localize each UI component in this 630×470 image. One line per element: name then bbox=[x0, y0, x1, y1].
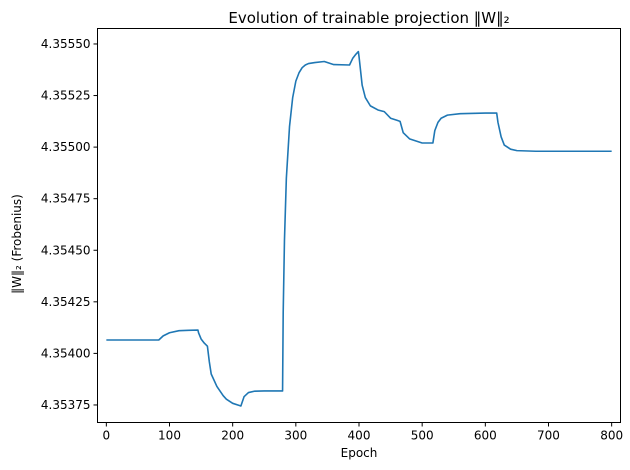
y-axis-label: ‖W‖₂ (Frobenius) bbox=[10, 194, 24, 294]
x-tick-label: 200 bbox=[221, 429, 244, 443]
y-axis-ticks: 4.35375 4.35400 4.35425 4.35450 4.35475 4.355… bbox=[41, 37, 98, 412]
x-tick-label: 500 bbox=[411, 429, 434, 443]
chart-title: Evolution of trainable projection ‖W‖₂ bbox=[228, 9, 509, 27]
y-tick-label: 4.35500 bbox=[41, 140, 91, 154]
y-tick-label: 4.35425 bbox=[41, 295, 91, 309]
series-line bbox=[106, 50, 612, 407]
y-tick-label: 4.35400 bbox=[41, 346, 91, 360]
plot-area bbox=[106, 50, 612, 407]
x-tick-label: 100 bbox=[158, 429, 181, 443]
y-tick-label: 4.35450 bbox=[41, 243, 91, 257]
plot-frame bbox=[97, 28, 621, 423]
x-axis-label: Epoch bbox=[341, 446, 378, 460]
x-tick-label: 400 bbox=[348, 429, 371, 443]
y-tick-label: 4.35525 bbox=[41, 89, 91, 103]
x-tick-label: 600 bbox=[474, 429, 497, 443]
x-tick-label: 800 bbox=[600, 429, 623, 443]
y-tick-label: 4.35550 bbox=[41, 37, 91, 51]
x-tick-label: 0 bbox=[103, 429, 111, 443]
x-axis-ticks: 0 100 200 300 400 500 600 700 800 bbox=[103, 422, 623, 443]
y-tick-label: 4.35475 bbox=[41, 192, 91, 206]
x-tick-label: 700 bbox=[537, 429, 560, 443]
y-tick-label: 4.35375 bbox=[41, 398, 91, 412]
x-tick-label: 300 bbox=[284, 429, 307, 443]
